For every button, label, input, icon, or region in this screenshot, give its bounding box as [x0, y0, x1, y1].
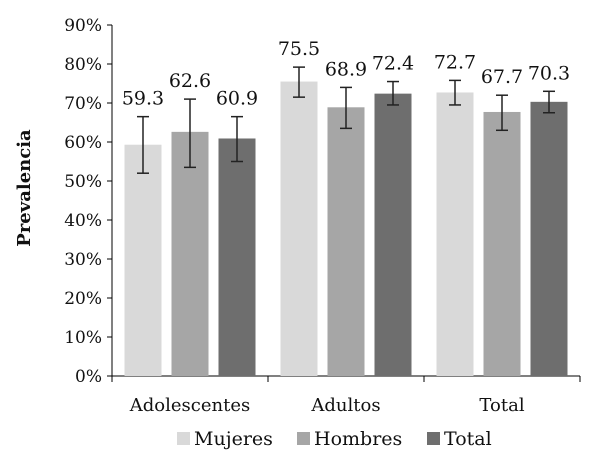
bar-mujeres-total — [436, 92, 474, 376]
y-tick-label: 60% — [64, 133, 102, 153]
bar-total-adolescentes — [218, 138, 256, 376]
bar-total-total — [530, 101, 568, 376]
y-tick-label: 0% — [75, 367, 102, 387]
legend: Mujeres Hombres Total — [177, 428, 492, 450]
bar-total-adultos — [374, 93, 412, 376]
error-bars — [137, 66, 555, 174]
bar-hombres-adolescentes — [171, 131, 209, 376]
y-tick-label: 20% — [64, 289, 102, 309]
legend-swatch-total — [427, 432, 440, 445]
bar-hombres-total — [483, 111, 521, 376]
y-tick-label: 30% — [64, 250, 102, 270]
data-label: 68.9 — [325, 58, 367, 80]
legend-swatch-hombres — [297, 432, 310, 445]
y-tick-label: 10% — [64, 328, 102, 348]
data-label: 72.7 — [434, 51, 476, 73]
y-tick-label: 90% — [64, 16, 102, 36]
data-label: 59.3 — [122, 88, 164, 110]
x-category-label: Total — [479, 395, 524, 416]
bar-hombres-adultos — [327, 107, 365, 376]
data-labels: 59.362.660.9 75.568.9 72.4 72.767.7 70.3 — [122, 38, 570, 110]
data-label: 62.6 — [169, 70, 211, 92]
bars — [124, 81, 568, 377]
legend-label-total: Total — [444, 428, 492, 450]
y-ticks: 0% 10% 20% 30% 40% 50% 60% 70% 80% 90% — [64, 16, 112, 387]
legend-label-hombres: Hombres — [314, 428, 402, 450]
x-category-labels: Adolescentes Adultos Total — [129, 395, 525, 416]
legend-label-mujeres: Mujeres — [194, 428, 273, 450]
data-label: 70.3 — [528, 62, 570, 84]
legend-swatch-mujeres — [177, 432, 190, 445]
x-category-label: Adolescentes — [129, 395, 250, 416]
bar-mujeres-adultos — [280, 81, 318, 377]
y-tick-label: 80% — [64, 55, 102, 75]
x-category-label: Adultos — [310, 395, 380, 416]
y-axis-label-group: Prevalencia — [14, 129, 35, 247]
data-label: 72.4 — [372, 53, 414, 75]
bar-mujeres-adolescentes — [124, 144, 162, 376]
data-label: 67.7 — [481, 66, 523, 88]
y-axis-label: Prevalencia — [14, 129, 35, 247]
y-tick-label: 40% — [64, 211, 102, 231]
y-tick-label: 70% — [64, 94, 102, 114]
data-label: 60.9 — [216, 88, 258, 110]
y-tick-label: 50% — [64, 172, 102, 192]
data-label: 75.5 — [278, 38, 320, 60]
